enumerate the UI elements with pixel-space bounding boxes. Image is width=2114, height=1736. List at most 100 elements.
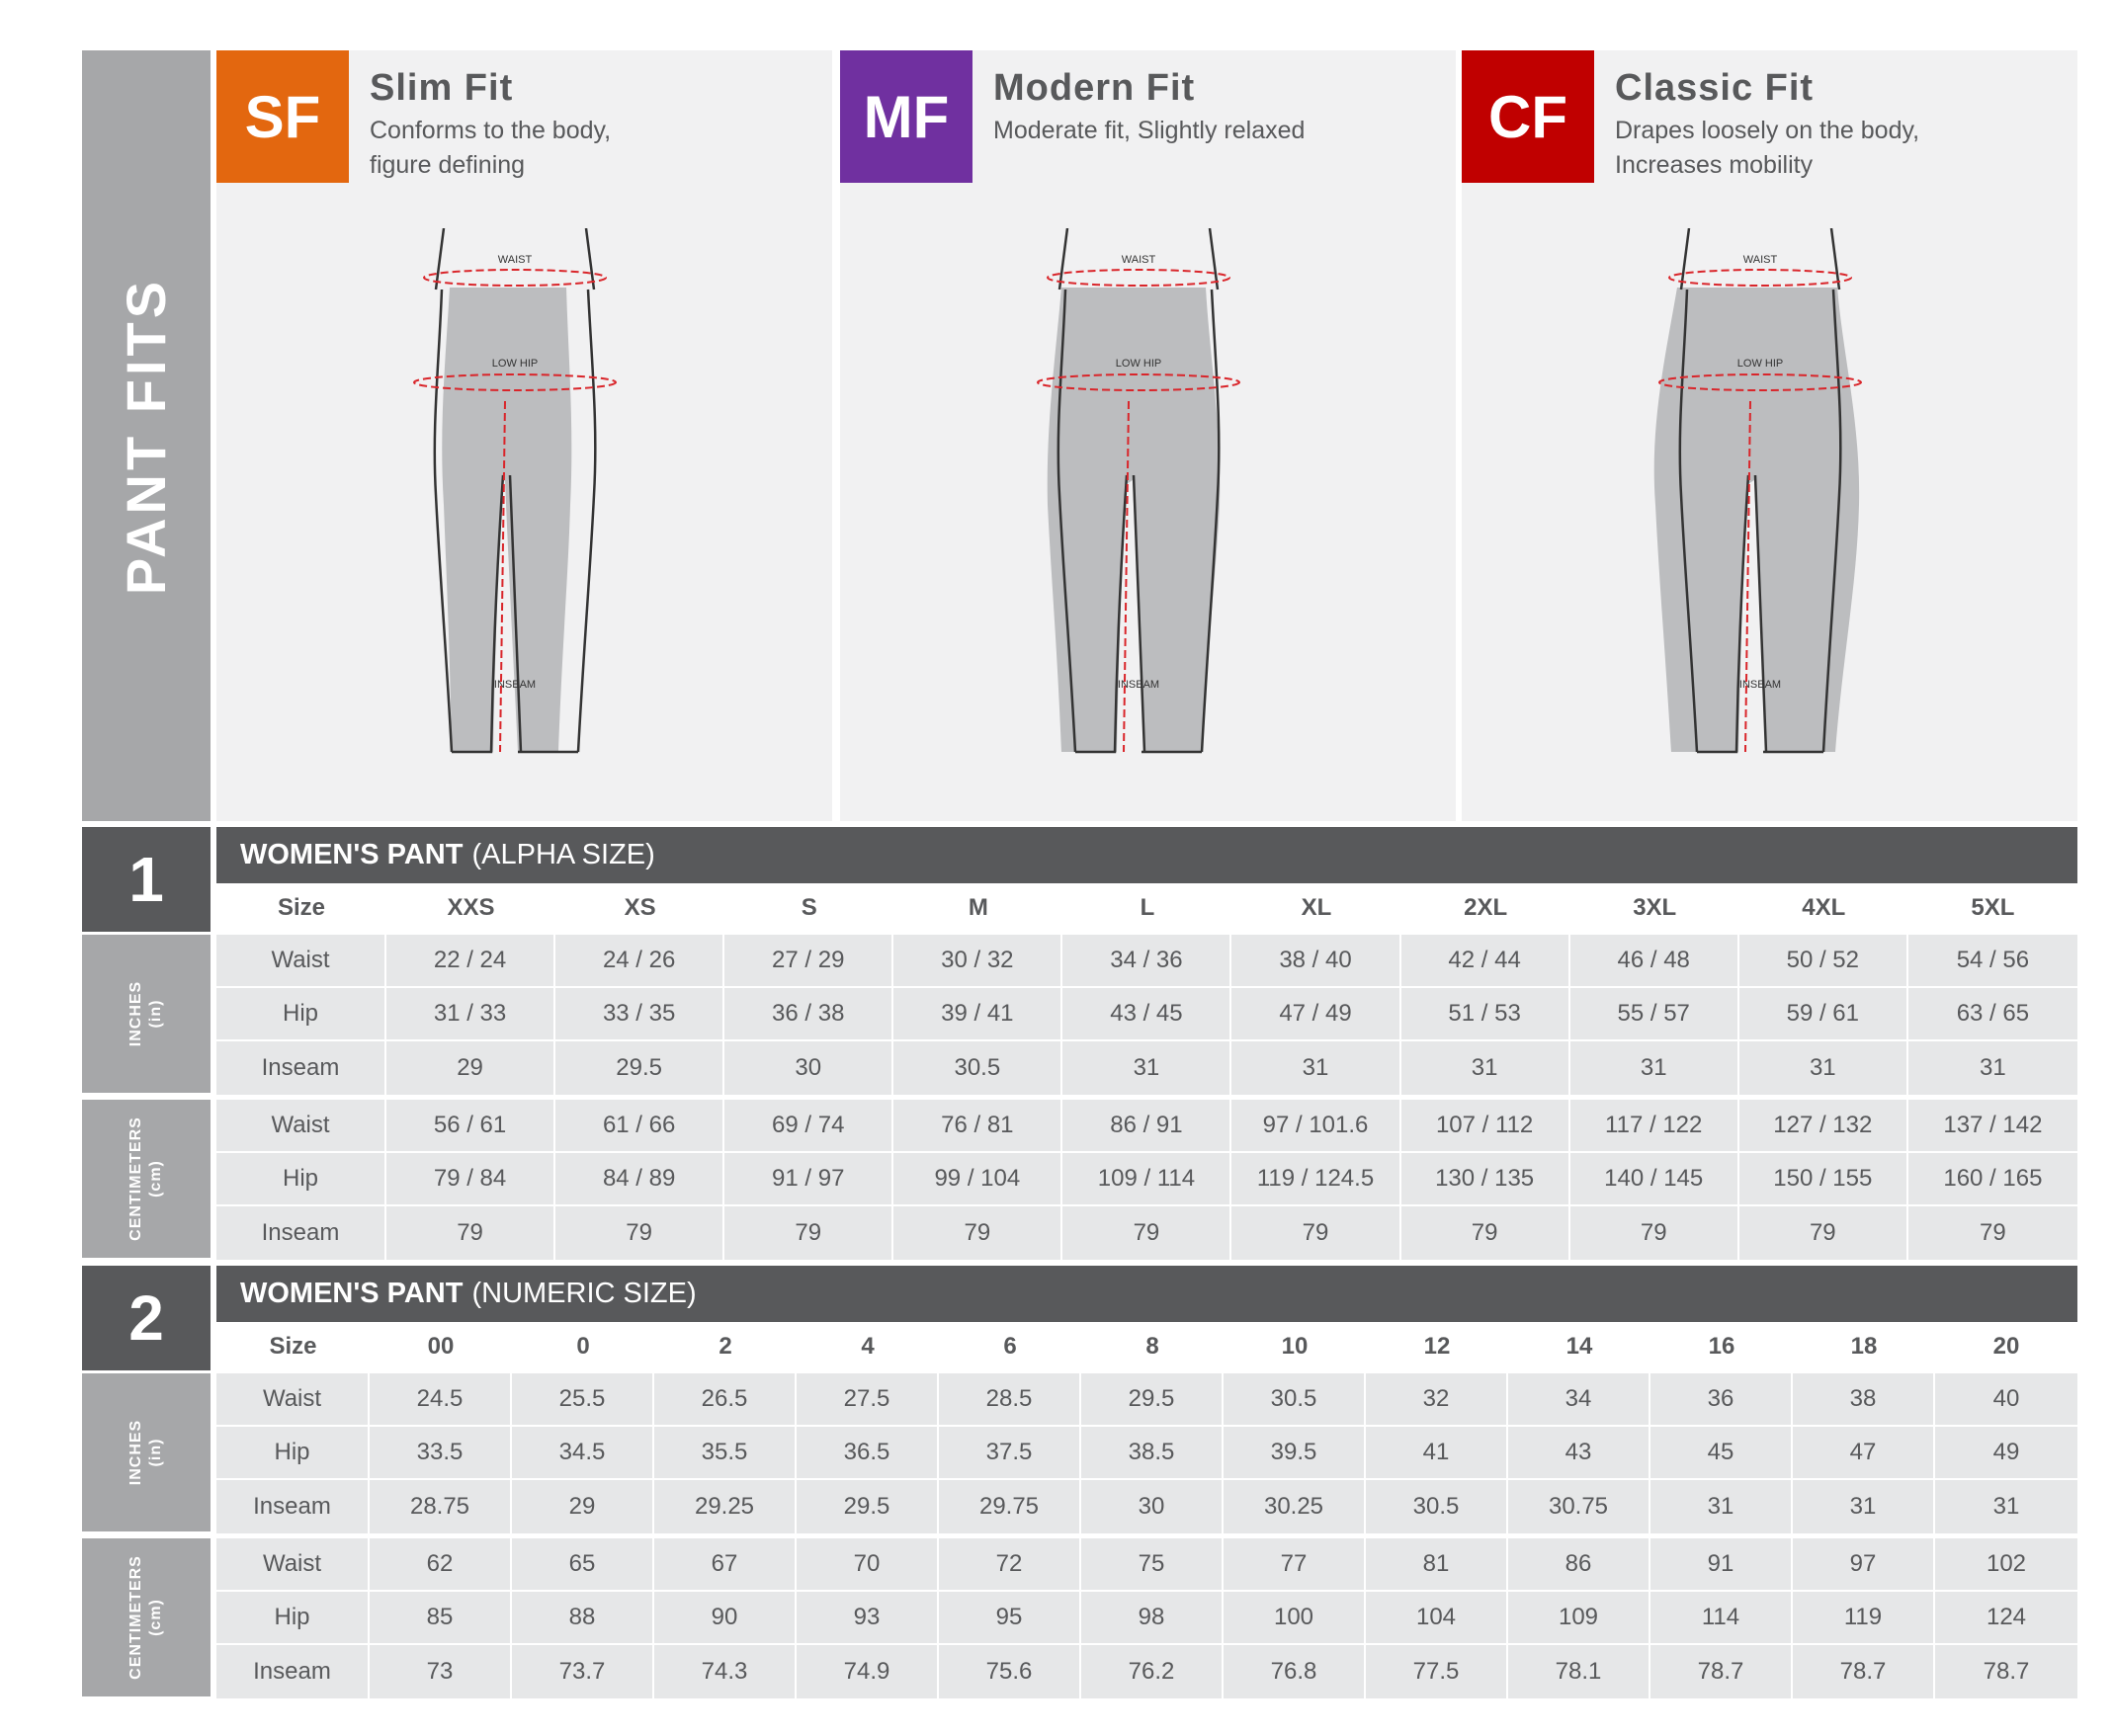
table-cell: 63 / 65 — [1956, 1000, 2030, 1027]
table-cell: 31 — [1231, 1041, 1401, 1095]
pant-fits-side-label: PANT FITS — [82, 50, 211, 821]
table-cell: 86 / 91 — [1062, 1100, 1232, 1151]
section-number-2: 2 — [82, 1266, 211, 1370]
classic-fit-pant-illustration: WAIST LOW HIP INSEAM — [1653, 228, 1862, 754]
size-header-cell: XS — [624, 894, 656, 921]
table-cell: 79 — [893, 1206, 1063, 1260]
modern-fit-badge: MF — [840, 50, 972, 183]
table-cell: 31 — [1062, 1041, 1232, 1095]
table-cell: 30.25 — [1224, 1480, 1366, 1533]
table-cell: 102 — [1986, 1550, 2027, 1577]
table-cell: 140 / 145 — [1570, 1153, 1739, 1204]
table-cell: 79 — [1231, 1206, 1401, 1260]
table-cell: 98 — [1081, 1592, 1224, 1643]
modern-fit-title: Modern Fit — [993, 67, 1196, 109]
table-cell: 33 / 35 — [555, 988, 725, 1039]
table-row: Hip 33.5 34.5 35.5 36.5 37.5 38.5 39.5 41 43 45 47 4… — [216, 1427, 2077, 1480]
table-cell: 93 — [797, 1592, 939, 1643]
table-cell: 29.75 — [939, 1480, 1081, 1533]
modern-fit-panel: MF Modern Fit Moderate fit, Slightly rel… — [840, 50, 1456, 821]
slim-fit-panel: SF Slim Fit Conforms to the body, figure… — [216, 50, 832, 821]
alpha-size-row: Size XXS XS S M L XL 2XL 3XL 4XL 5XL — [216, 883, 2077, 933]
measurement-label: Inseam — [216, 1480, 370, 1533]
classic-fit-inseam-label: INSEAM — [1739, 679, 1781, 691]
table-cell: 34.5 — [512, 1427, 654, 1478]
slim-fit-inseam-label: INSEAM — [494, 679, 536, 691]
table-cell: 78.7 — [1983, 1658, 2030, 1685]
table-cell: 31 — [1992, 1493, 2020, 1520]
measurement-label: Inseam — [216, 1206, 386, 1260]
table-cell: 90 — [654, 1592, 797, 1643]
modern-fit-pant-illustration: WAIST LOW HIP INSEAM — [1037, 228, 1240, 754]
table-row: Hip 31 / 33 33 / 35 36 / 38 39 / 41 43 / 45 47… — [216, 988, 2077, 1041]
table-cell: 49 — [1992, 1439, 2020, 1465]
numeric-size-row: Size 00 0 2 4 6 8 10 12 14 16 18 20 — [216, 1322, 2077, 1371]
measurement-label: Hip — [216, 1153, 386, 1204]
table-cell: 114 — [1650, 1592, 1793, 1643]
table-cell: 31 / 33 — [386, 988, 556, 1039]
table-cell: 79 — [1401, 1206, 1570, 1260]
table-cell: 50 / 52 — [1739, 935, 1908, 986]
table-cell: 65 — [512, 1538, 654, 1590]
size-header-cell: 14 — [1565, 1333, 1593, 1360]
alpha-cm-unit-label: CENTIMETERS (cm) — [82, 1100, 211, 1258]
table-cell: 31 — [1793, 1480, 1935, 1533]
size-header-cell: 12 — [1423, 1333, 1451, 1360]
table-cell: 91 — [1650, 1538, 1793, 1590]
numeric-cm-unit: (cm) — [146, 1599, 164, 1636]
table-cell: 24.5 — [370, 1373, 512, 1425]
table-cell: 30 / 32 — [893, 935, 1063, 986]
alpha-inches-table: Waist 22 / 24 24 / 26 27 / 29 30 / 32 34 / 36… — [216, 935, 2077, 1095]
classic-fit-waist-label: WAIST — [1743, 254, 1778, 266]
table-cell: 107 / 112 — [1401, 1100, 1570, 1151]
alpha-size-header: WOMEN'S PANT (ALPHA SIZE) — [216, 827, 2077, 883]
table-cell: 31 — [1650, 1480, 1793, 1533]
numeric-cm-unit-label: CENTIMETERS (cm) — [82, 1538, 211, 1696]
table-cell: 47 / 49 — [1231, 988, 1401, 1039]
table-cell: 109 / 114 — [1062, 1153, 1232, 1204]
numeric-header-rest: (NUMERIC SIZE) — [471, 1278, 697, 1309]
size-header-cell: 6 — [1003, 1333, 1017, 1360]
table-cell: 45 — [1650, 1427, 1793, 1478]
table-cell: 31 — [1980, 1054, 2006, 1081]
table-cell: 77.5 — [1366, 1645, 1508, 1698]
measurement-label: Waist — [216, 1373, 370, 1425]
measurement-label: Waist — [216, 1100, 386, 1151]
table-cell: 76.2 — [1081, 1645, 1224, 1698]
size-header-cell: 5XL — [1971, 894, 2015, 921]
table-cell: 73.7 — [512, 1645, 654, 1698]
alpha-cm-table: Waist 56 / 61 61 / 66 69 / 74 76 / 81 86 / 91… — [216, 1100, 2077, 1260]
table-cell: 79 — [1062, 1206, 1232, 1260]
size-column-label: Size — [277, 894, 326, 921]
slim-fit-waist-label: WAIST — [498, 254, 533, 266]
numeric-inches-unit-label: INCHES (in) — [82, 1373, 211, 1531]
table-row: Waist 62 65 67 70 72 75 77 81 86 91 97 102 — [216, 1538, 2077, 1592]
table-cell: 109 — [1508, 1592, 1650, 1643]
table-cell: 26.5 — [654, 1373, 797, 1425]
size-header-cell: 4 — [861, 1333, 875, 1360]
measurement-label: Hip — [216, 1427, 370, 1478]
table-cell: 43 / 45 — [1062, 988, 1232, 1039]
pant-fits-title: PANT FITS — [115, 277, 178, 595]
table-cell: 119 — [1793, 1592, 1935, 1643]
table-cell: 127 / 132 — [1739, 1100, 1908, 1151]
table-cell: 30.5 — [1366, 1480, 1508, 1533]
measurement-label: Waist — [216, 935, 386, 986]
size-header-cell: 0 — [576, 1333, 590, 1360]
table-cell: 76.8 — [1224, 1645, 1366, 1698]
measurement-label: Hip — [216, 988, 386, 1039]
table-cell: 30.5 — [1224, 1373, 1366, 1425]
alpha-header-rest: (ALPHA SIZE) — [471, 839, 655, 870]
table-cell: 31 — [1739, 1041, 1908, 1095]
table-cell: 22 / 24 — [386, 935, 556, 986]
table-cell: 97 / 101.6 — [1231, 1100, 1401, 1151]
table-row: Inseam 73 73.7 74.3 74.9 75.6 76.2 76.8 77.5 78.1… — [216, 1645, 2077, 1698]
table-cell: 85 — [370, 1592, 512, 1643]
numeric-inches-unit: (in) — [146, 1438, 164, 1467]
slim-fit-title: Slim Fit — [370, 67, 514, 109]
table-cell: 56 / 61 — [386, 1100, 556, 1151]
section-number-1: 1 — [82, 827, 211, 932]
size-header-cell: L — [1140, 894, 1155, 921]
table-cell: 137 / 142 — [1943, 1112, 2043, 1138]
table-row: Hip 85 88 90 93 95 98 100 104 109 114 119 124 — [216, 1592, 2077, 1645]
